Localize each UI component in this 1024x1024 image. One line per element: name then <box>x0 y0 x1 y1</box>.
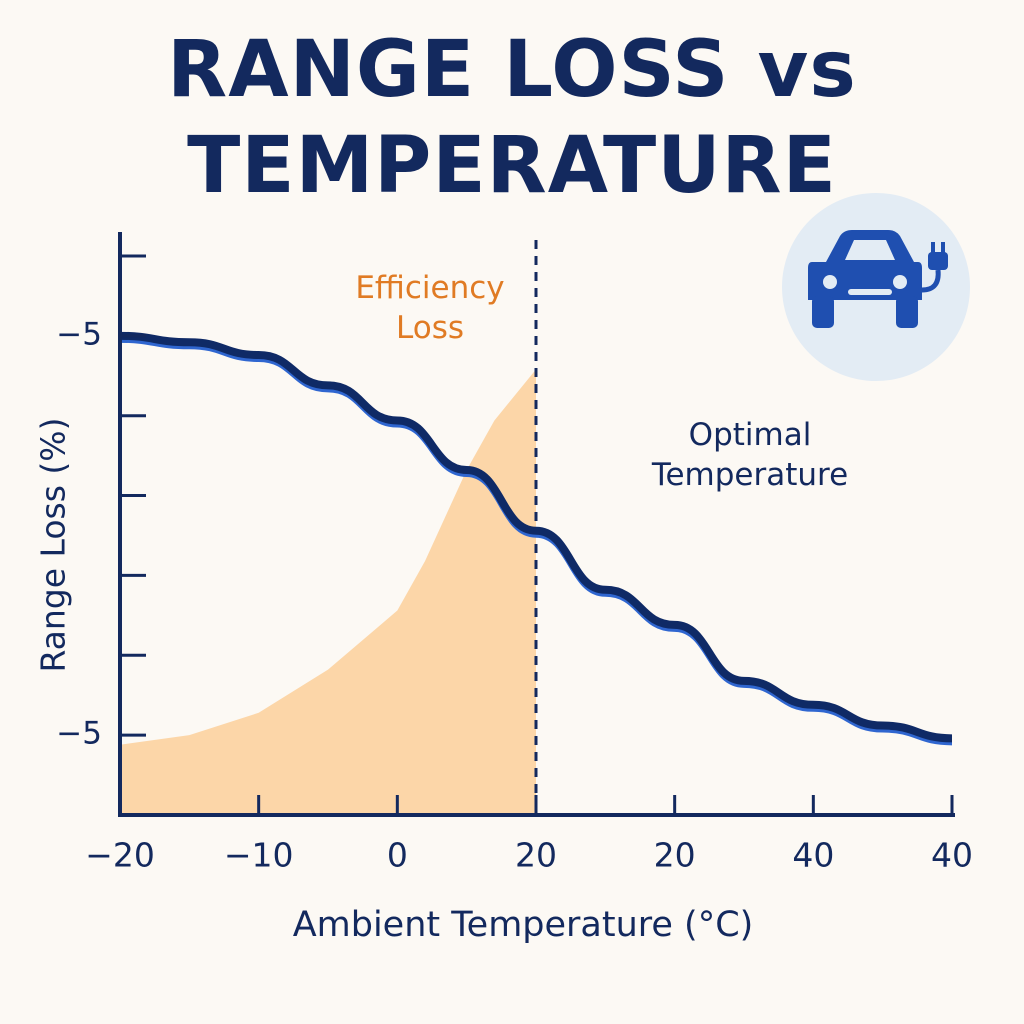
annotation: Efficiency Loss <box>355 270 505 346</box>
x-tick-label: 20 <box>654 836 696 875</box>
x-tick-label: 20 <box>515 836 557 875</box>
y-tick-label: −5 <box>56 716 102 752</box>
annotation: Optimal Temperature <box>651 417 849 493</box>
car-icon <box>808 230 948 328</box>
x-tick-label: 0 <box>387 836 408 875</box>
x-tick-label: 40 <box>792 836 834 875</box>
x-axis-label: Ambient Temperature (°C) <box>293 905 754 945</box>
area <box>120 369 536 815</box>
x-tick-label: −20 <box>85 836 155 875</box>
x-tick-label: −10 <box>224 836 294 875</box>
chart-title: RANGE LOSS vs TEMPERATURE <box>167 25 857 211</box>
x-tick-label: 40 <box>931 836 973 875</box>
y-axis-label: Range Loss (%) <box>34 417 73 672</box>
line <box>119 331 953 743</box>
y-tick-label: −5 <box>56 316 102 352</box>
